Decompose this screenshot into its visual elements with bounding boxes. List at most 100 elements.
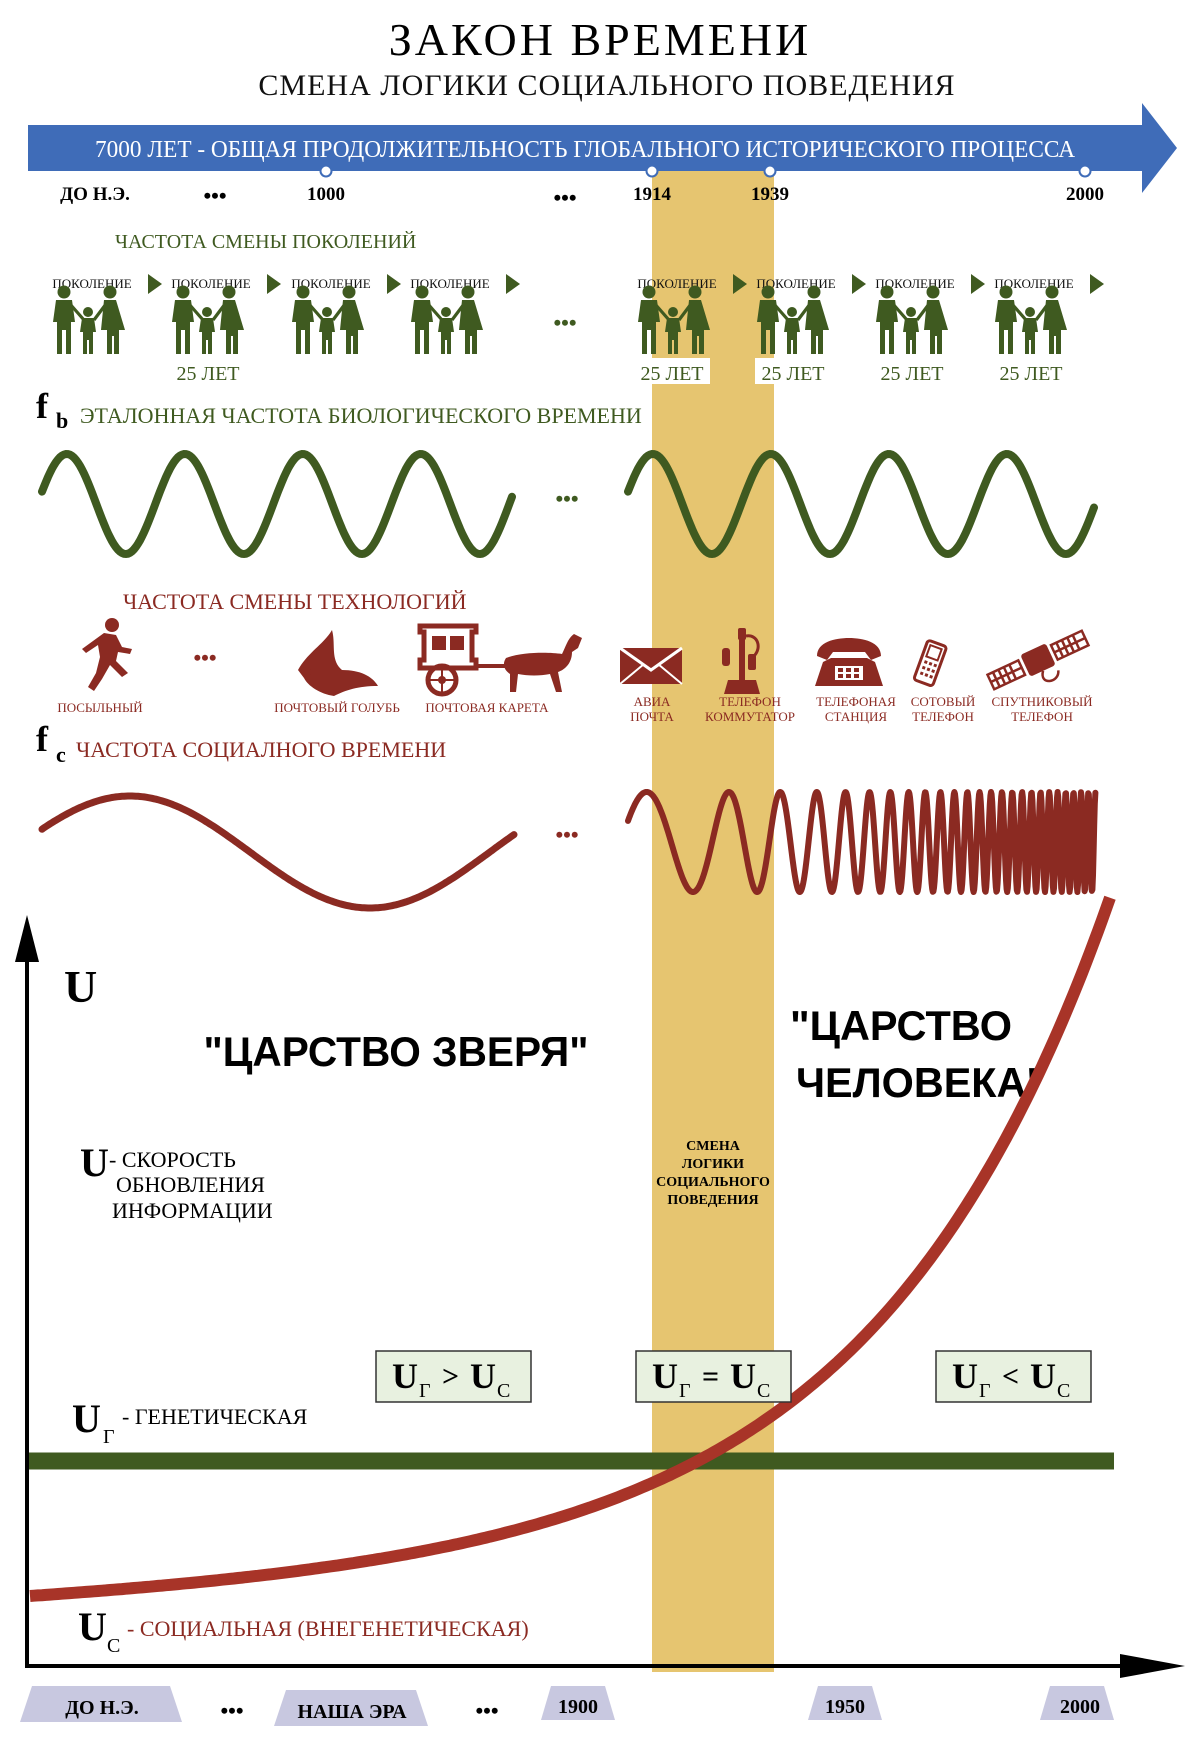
x-axis-ellipsis: ••• bbox=[475, 1698, 498, 1723]
timeline-label-1000: 1000 bbox=[307, 184, 345, 205]
family-icon bbox=[993, 283, 1069, 356]
social-wave-right bbox=[625, 789, 1099, 895]
pigeon-icon bbox=[298, 630, 378, 696]
period-highlight bbox=[755, 358, 831, 384]
genetic-subscript: Г bbox=[103, 1426, 115, 1448]
period-highlight bbox=[634, 358, 710, 384]
timeline-arrow: 7000 ЛЕТ - ОБЩАЯ ПРОДОЛЖИТЕЛЬНОСТЬ ГЛОБА… bbox=[28, 103, 1177, 193]
band-caption-line: ПОВЕДЕНИЯ bbox=[667, 1193, 758, 1208]
timeline-label-2000: 2000 bbox=[1066, 184, 1104, 205]
timeline-label-1914: 1914 bbox=[633, 184, 672, 205]
technology-label: КОММУТАТОР bbox=[705, 709, 795, 724]
svg-text:ДО Н.Э.: ДО Н.Э. bbox=[65, 1697, 138, 1719]
generation-item: ПОКОЛЕНИЕ bbox=[993, 274, 1104, 356]
family-icon bbox=[51, 283, 127, 356]
technology-label: ТЕЛЕФОН bbox=[719, 694, 781, 709]
svg-text:1950: 1950 bbox=[825, 1696, 865, 1718]
bio-frequency-subscript: b bbox=[56, 408, 68, 433]
family-icon bbox=[874, 283, 950, 356]
subtitle: СМЕНА ЛОГИКИ СОЦИАЛЬНОГО ПОВЕДЕНИЯ bbox=[258, 69, 955, 102]
bio-wave-right bbox=[624, 449, 1098, 559]
svg-text:>: > bbox=[442, 1360, 459, 1393]
timeline-marker bbox=[763, 164, 777, 178]
technology-label: ТЕЛЕФОН bbox=[912, 709, 974, 724]
generation-period-label: 25 ЛЕТ bbox=[1000, 363, 1063, 385]
bio-wave-left bbox=[38, 449, 516, 559]
timeline-marker bbox=[319, 164, 333, 178]
candlestick-phone-icon bbox=[722, 628, 760, 694]
technology-label: СОТОВЫЙ bbox=[911, 694, 976, 709]
svg-text:С: С bbox=[757, 1380, 770, 1402]
family-icon bbox=[290, 283, 366, 356]
carriage-icon bbox=[417, 623, 582, 697]
generation-item: ПОКОЛЕНИЕ bbox=[634, 274, 866, 384]
desk-phone-icon bbox=[815, 638, 883, 686]
social-wave-title: ЧАСТОТА СОЦИАЛНОГО ВРЕМЕНИ bbox=[76, 737, 446, 762]
inequality-box-eq: U Г = U С bbox=[635, 1350, 792, 1403]
generation-arrow-icon bbox=[148, 274, 162, 294]
svg-text:Г: Г bbox=[979, 1380, 991, 1402]
family-icon bbox=[170, 283, 246, 356]
social-wave-ellipsis: ••• bbox=[555, 822, 578, 847]
y-axis-symbol: U bbox=[64, 961, 97, 1012]
x-tag-ce: НАША ЭРА bbox=[274, 1690, 428, 1726]
technology-label: ПОЧТОВЫЙ ГОЛУБЬ bbox=[274, 700, 400, 715]
svg-text:U: U bbox=[652, 1356, 678, 1396]
envelope-icon bbox=[619, 646, 683, 685]
social-label: - СОЦИАЛЬНАЯ (ВНЕГЕНЕТИЧЕСКАЯ) bbox=[127, 1616, 529, 1641]
generation-arrow-icon bbox=[1090, 274, 1104, 294]
svg-text:1900: 1900 bbox=[558, 1696, 598, 1718]
satellite-icon bbox=[985, 629, 1091, 691]
kingdom-human-label-2: ЧЕЛОВЕКА" bbox=[796, 1059, 1046, 1106]
technology-label: ПОСЫЛЬНЫЙ bbox=[57, 700, 142, 715]
bio-wave-ellipsis: ••• bbox=[555, 486, 578, 511]
social-frequency-subscript: c bbox=[56, 742, 66, 767]
cell-phone-icon bbox=[912, 639, 948, 687]
generation-item: ПОКОЛЕНИЕ bbox=[170, 274, 281, 356]
generation-arrow-icon bbox=[387, 274, 401, 294]
main-title: ЗАКОН ВРЕМЕНИ bbox=[389, 14, 812, 65]
svg-text:Г: Г bbox=[679, 1380, 691, 1402]
timeline-ellipsis: ••• bbox=[203, 183, 226, 208]
generation-arrow-icon bbox=[852, 274, 866, 294]
generation-period-label: 25 ЛЕТ bbox=[177, 363, 240, 385]
u-definition-line3: ИНФОРМАЦИИ bbox=[112, 1198, 273, 1223]
generation-item: ПОКОЛЕНИЕ bbox=[636, 274, 747, 356]
generation-arrow-icon bbox=[267, 274, 281, 294]
social-symbol: U bbox=[78, 1604, 107, 1649]
social-speed-curve bbox=[29, 895, 1116, 1602]
technologies-ellipsis: ••• bbox=[193, 645, 216, 670]
technologies-title: ЧАСТОТА СМЕНЫ ТЕХНОЛОГИЙ bbox=[123, 589, 467, 614]
x-tag-2000: 2000 bbox=[1040, 1686, 1114, 1720]
svg-text:НАША ЭРА: НАША ЭРА bbox=[297, 1701, 407, 1723]
timeline-label-bc: ДО Н.Э. bbox=[60, 184, 130, 205]
generation-arrow-icon bbox=[733, 274, 747, 294]
technology-label: ТЕЛЕФОНАЯ bbox=[816, 694, 896, 709]
band-caption-line: ЛОГИКИ bbox=[682, 1157, 744, 1172]
svg-text:U: U bbox=[952, 1356, 978, 1396]
generation-period-label: 25 ЛЕТ bbox=[762, 363, 825, 385]
generation-item: ПОКОЛЕНИЕ bbox=[755, 274, 985, 384]
technology-labels: ПОСЫЛЬНЫЙ ПОЧТОВЫЙ ГОЛУБЬ ПОЧТОВАЯ КАРЕТА А… bbox=[57, 694, 1092, 724]
technology-label: СТАНЦИЯ bbox=[825, 709, 888, 724]
band-caption: СМЕНА ЛОГИКИ СОЦИАЛЬНОГО ПОВЕДЕНИЯ bbox=[656, 1139, 770, 1208]
generations-row: ПОКОЛЕНИЕ ПОКОЛЕНИЕ ПОКОЛЕНИЕ ПОКОЛЕНИЕ ПОКО… bbox=[51, 274, 1104, 385]
technology-label: ПОЧТОВАЯ КАРЕТА bbox=[425, 700, 549, 715]
svg-text:С: С bbox=[497, 1380, 510, 1402]
generations-ellipsis: ••• bbox=[553, 310, 576, 335]
family-icon bbox=[409, 283, 485, 356]
bio-wave-title: ЭТАЛОННАЯ ЧАСТОТА БИОЛОГИЧЕСКОГО ВРЕМЕНИ bbox=[80, 403, 642, 428]
u-definition-line1: - СКОРОСТЬ bbox=[109, 1147, 236, 1172]
kingdom-beast-label: "ЦАРСТВО ЗВЕРЯ" bbox=[204, 1028, 589, 1075]
technology-label: ТЕЛЕФОН bbox=[1011, 709, 1073, 724]
timeline-ellipsis: ••• bbox=[553, 185, 576, 210]
runner-icon bbox=[82, 618, 132, 691]
generation-item: ПОКОЛЕНИЕ bbox=[409, 274, 520, 356]
x-tag-bc: ДО Н.Э. bbox=[20, 1686, 182, 1722]
genetic-symbol: U bbox=[72, 1396, 101, 1441]
svg-text:2000: 2000 bbox=[1060, 1696, 1100, 1718]
timeline-marker bbox=[1078, 164, 1092, 178]
x-axis-ellipsis: ••• bbox=[220, 1698, 243, 1723]
band-caption-line: СМЕНА bbox=[686, 1139, 741, 1154]
timeline-label-1939: 1939 bbox=[751, 184, 789, 205]
